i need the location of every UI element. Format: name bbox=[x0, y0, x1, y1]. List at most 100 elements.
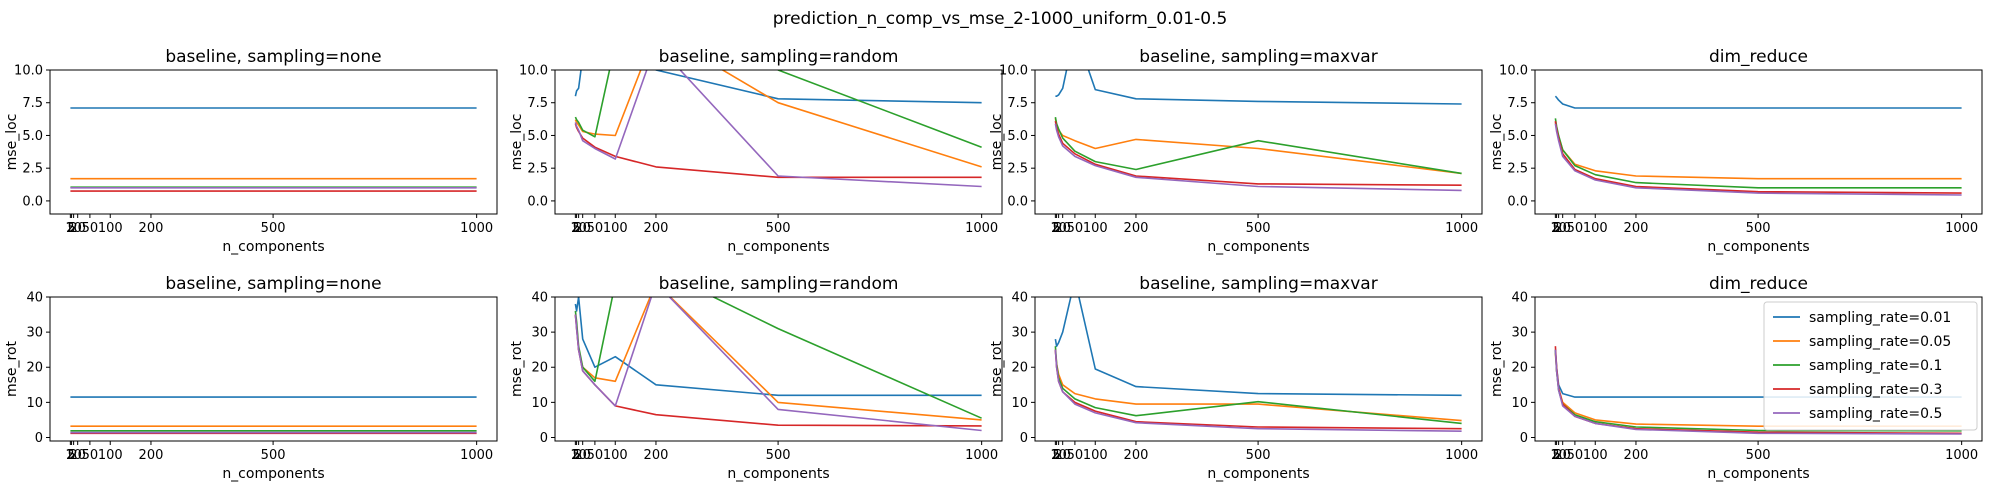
x-axis-label: n_components bbox=[222, 466, 324, 482]
x-tick-label: 1000 bbox=[460, 448, 493, 463]
series-line-sampling_rate=0.05 bbox=[574, 297, 982, 421]
x-tick-label: 5 bbox=[1052, 221, 1060, 236]
series-line-sampling_rate=0.01 bbox=[574, 297, 982, 397]
x-tick-label: 2 bbox=[571, 448, 579, 463]
x-tick-label: 50 bbox=[1067, 448, 1084, 463]
y-tick-label: 2.5 bbox=[1007, 162, 1028, 177]
y-tick-label: 0.0 bbox=[527, 194, 548, 209]
y-tick-label: 5.0 bbox=[527, 129, 548, 144]
axes-frame bbox=[49, 69, 498, 215]
x-tick-label: 5 bbox=[67, 221, 75, 236]
y-tick-label: 7.5 bbox=[1507, 96, 1528, 111]
x-tick-label: 50 bbox=[1567, 221, 1584, 236]
series-line-sampling_rate=0.1 bbox=[1054, 346, 1462, 425]
x-axis-label: n_components bbox=[1707, 239, 1809, 255]
y-tick-label: 40 bbox=[1011, 291, 1028, 306]
y-tick-label: 0.0 bbox=[1007, 194, 1028, 209]
y-tick-label: 0 bbox=[1520, 431, 1528, 446]
x-tick-label: 5 bbox=[67, 448, 75, 463]
x-tick-label: 2 bbox=[1551, 221, 1559, 236]
series-line-sampling_rate=0.5 bbox=[1054, 123, 1462, 192]
x-tick-label: 500 bbox=[1746, 448, 1771, 463]
subplot-title: baseline, sampling=random bbox=[659, 274, 899, 294]
y-tick-label: 10 bbox=[1011, 396, 1028, 411]
x-tick-label: 20 bbox=[1554, 448, 1571, 463]
x-tick-label: 200 bbox=[644, 448, 669, 463]
x-tick-label: 10 bbox=[65, 448, 82, 463]
x-tick-label: 20 bbox=[574, 221, 591, 236]
y-axis-label: mse_rot bbox=[4, 340, 20, 397]
y-tick-label: 10.0 bbox=[14, 64, 43, 79]
axes-frame bbox=[1534, 69, 1983, 215]
x-tick-label: 100 bbox=[1583, 221, 1608, 236]
figure-title: prediction_n_comp_vs_mse_2-1000_uniform_… bbox=[773, 9, 1228, 29]
y-tick-label: 30 bbox=[26, 326, 43, 341]
y-tick-label: 0.0 bbox=[22, 194, 43, 209]
subplot-title: dim_reduce bbox=[1709, 47, 1808, 67]
x-tick-label: 200 bbox=[139, 448, 164, 463]
subplot-2: baseline, sampling=random 0.0 2.5 5.0 7.5 10.… bbox=[509, 47, 1003, 255]
x-axis-label: n_components bbox=[222, 239, 324, 255]
x-tick-label: 10 bbox=[1550, 448, 1567, 463]
x-tick-label: 200 bbox=[644, 221, 669, 236]
subplot-title: baseline, sampling=maxvar bbox=[1139, 274, 1377, 294]
x-tick-label: 500 bbox=[261, 221, 286, 236]
x-tick-label: 100 bbox=[1083, 221, 1108, 236]
series-line-sampling_rate=0.01 bbox=[1055, 70, 1462, 105]
y-tick-label: 0.0 bbox=[1507, 194, 1528, 209]
y-axis-label: mse_rot bbox=[1489, 340, 1505, 397]
x-tick-label: 10 bbox=[1050, 221, 1067, 236]
y-axis-label: mse_rot bbox=[989, 340, 1005, 397]
x-tick-label: 100 bbox=[1083, 448, 1108, 463]
axes-frame bbox=[554, 296, 1003, 442]
series-line-sampling_rate=0.3 bbox=[574, 123, 982, 179]
x-tick-label: 1000 bbox=[1945, 221, 1978, 236]
x-tick-label: 100 bbox=[603, 448, 628, 463]
x-tick-label: 5 bbox=[1552, 221, 1560, 236]
x-tick-label: 10 bbox=[1050, 448, 1067, 463]
x-tick-label: 20 bbox=[1554, 221, 1571, 236]
legend-label: sampling_rate=0.3 bbox=[1809, 382, 1942, 398]
x-tick-label: 1000 bbox=[965, 448, 998, 463]
y-tick-label: 40 bbox=[1511, 291, 1528, 306]
y-tick-label: 10.0 bbox=[999, 64, 1028, 79]
x-axis-label: n_components bbox=[1207, 239, 1309, 255]
x-tick-label: 100 bbox=[1583, 448, 1608, 463]
x-tick-label: 2 bbox=[571, 221, 579, 236]
y-tick-label: 5.0 bbox=[22, 129, 43, 144]
x-tick-label: 1000 bbox=[1445, 448, 1478, 463]
series-line-sampling_rate=0.1 bbox=[1054, 116, 1462, 175]
y-tick-label: 7.5 bbox=[527, 96, 548, 111]
series-line-sampling_rate=0.05 bbox=[1554, 122, 1962, 180]
x-tick-label: 20 bbox=[69, 448, 86, 463]
y-axis-label: mse_loc bbox=[4, 114, 20, 171]
y-tick-label: 10 bbox=[531, 396, 548, 411]
x-tick-label: 2 bbox=[66, 448, 74, 463]
legend-label: sampling_rate=0.01 bbox=[1809, 310, 1951, 326]
series-line-sampling_rate=0.1 bbox=[1554, 118, 1962, 189]
x-tick-label: 5 bbox=[1052, 448, 1060, 463]
y-tick-label: 30 bbox=[1011, 326, 1028, 341]
x-tick-label: 50 bbox=[1567, 448, 1584, 463]
subplot-title: baseline, sampling=none bbox=[165, 274, 381, 294]
y-tick-label: 30 bbox=[1511, 326, 1528, 341]
x-tick-label: 5 bbox=[1552, 448, 1560, 463]
y-tick-label: 2.5 bbox=[1507, 162, 1528, 177]
x-tick-label: 50 bbox=[82, 221, 99, 236]
series-line-sampling_rate=0.5 bbox=[1554, 349, 1962, 435]
x-tick-label: 50 bbox=[587, 221, 604, 236]
axes-frame bbox=[1034, 296, 1483, 442]
x-axis-label: n_components bbox=[1707, 466, 1809, 482]
y-tick-label: 20 bbox=[1011, 361, 1028, 376]
x-tick-label: 50 bbox=[587, 448, 604, 463]
y-tick-label: 10.0 bbox=[1499, 64, 1528, 79]
subplot-6: baseline, sampling=random010203040251020… bbox=[509, 274, 1003, 482]
series-line-sampling_rate=0.01 bbox=[1554, 95, 1962, 109]
legend: sampling_rate=0.01 sampling_rate=0.05samp… bbox=[1763, 301, 1978, 431]
y-tick-label: 20 bbox=[26, 361, 43, 376]
series-line-sampling_rate=0.5 bbox=[574, 70, 982, 188]
x-tick-label: 20 bbox=[1054, 448, 1071, 463]
subplot-title: baseline, sampling=none bbox=[165, 47, 381, 67]
x-tick-label: 20 bbox=[69, 221, 86, 236]
